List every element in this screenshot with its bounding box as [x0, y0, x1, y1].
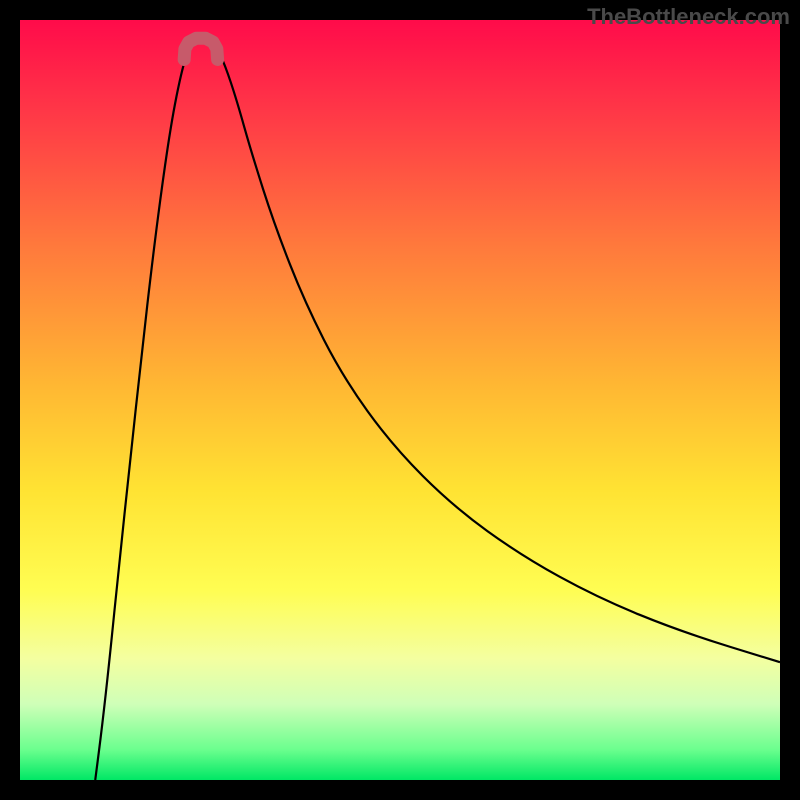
main-curve [95, 41, 780, 780]
curve-layer [20, 20, 780, 780]
outer-frame: TheBottleneck.com [0, 0, 800, 800]
watermark-text: TheBottleneck.com [587, 4, 790, 30]
plot-area [20, 20, 780, 780]
u-marker [184, 38, 217, 59]
